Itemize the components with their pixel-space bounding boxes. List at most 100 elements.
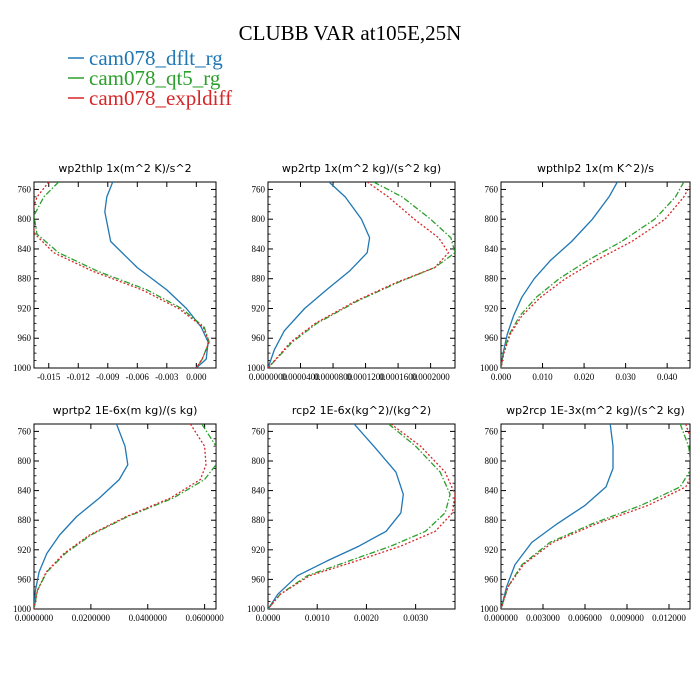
x-tick-label: 0.000 — [491, 372, 512, 382]
y-tick-label: 920 — [485, 545, 499, 555]
y-tick-label: 920 — [252, 545, 266, 555]
panel-4: wprtp2 1E-6x(m kg)/(s kg) 760 800 840 880 920… — [13, 404, 224, 623]
y-tick-label: 880 — [18, 515, 32, 525]
y-tick-label: 880 — [485, 515, 499, 525]
y-tick-label: 1000 — [247, 604, 266, 614]
panel-3: wpthlp2 1x(m K^2)/s 760 800 840 880 920 960 100… — [480, 162, 691, 382]
x-tick-label: 0.003000 — [526, 613, 560, 623]
panel-title: rcp2 1E-6x(kg^2)/(kg^2) — [292, 404, 431, 417]
legend-item-expldiff: cam078_expldiff — [68, 86, 232, 110]
x-tick-label: 0.0000000 — [249, 372, 288, 382]
x-tick-label: -0.012 — [67, 372, 90, 382]
x-tick-label: 0.0000800 — [314, 372, 353, 382]
legend-label-dflt: cam078_dflt_rg — [89, 46, 223, 70]
plot-frame — [33, 181, 217, 369]
y-tick-label: 760 — [18, 184, 32, 194]
series-line-cam078-expldiff — [268, 424, 455, 609]
y-tick-label: 840 — [252, 244, 266, 254]
x-tick-label: 0.010 — [532, 372, 553, 382]
y-tick-label: 760 — [485, 426, 499, 436]
x-tick-label: 0.0002000 — [411, 372, 450, 382]
legend-item-dflt: cam078_dflt_rg — [68, 46, 223, 70]
series-line-cam078-dflt-rg — [501, 182, 618, 368]
plot-frame — [267, 181, 456, 369]
y-tick-label: 880 — [252, 515, 266, 525]
x-tick-label: -0.009 — [96, 372, 120, 382]
y-tick-label: 760 — [485, 184, 499, 194]
panel-title: wp2rcp 1E-3x(m^2 kg)/(s^2 kg) — [506, 404, 685, 417]
series-line-cam078-dflt-rg — [104, 182, 209, 368]
x-tick-label: 0.009000 — [610, 613, 644, 623]
y-tick-label: 1000 — [13, 604, 32, 614]
series-line-cam078-qt5-rg — [501, 424, 690, 609]
y-tick-label: 800 — [485, 214, 499, 224]
y-tick-label: 960 — [485, 574, 499, 584]
x-tick-label: -0.015 — [37, 372, 61, 382]
y-tick-label: 760 — [252, 184, 266, 194]
x-tick-label: 0.0020 — [354, 613, 379, 623]
y-tick-label: 840 — [18, 486, 32, 496]
y-tick-label: 840 — [252, 486, 266, 496]
panel-title: wpthlp2 1x(m K^2)/s — [537, 162, 654, 175]
x-tick-label: 0.012000 — [652, 613, 686, 623]
x-tick-label: 0.0600000 — [186, 613, 225, 623]
x-tick-label: 0.040 — [657, 372, 678, 382]
y-tick-label: 960 — [18, 333, 32, 343]
series-line-cam078-dflt-rg — [268, 182, 371, 368]
y-tick-label: 800 — [485, 456, 499, 466]
y-tick-label: 800 — [252, 456, 266, 466]
figure-title: CLUBB VAR at105E,25N — [239, 21, 462, 45]
y-tick-label: 760 — [18, 426, 32, 436]
y-tick-label: 960 — [252, 333, 266, 343]
y-tick-label: 880 — [252, 274, 266, 284]
series-line-cam078-expldiff — [501, 424, 690, 609]
y-tick-label: 1000 — [13, 363, 32, 373]
y-tick-label: 960 — [485, 333, 499, 343]
panel-5: rcp2 1E-6x(kg^2)/(kg^2) 760 800 840 880 920 96… — [247, 404, 456, 623]
y-tick-label: 1000 — [480, 604, 499, 614]
y-tick-label: 1000 — [480, 363, 499, 373]
plot-frame — [267, 423, 456, 610]
x-tick-label: 0.0400000 — [129, 613, 168, 623]
y-tick-label: 920 — [252, 303, 266, 313]
y-tick-label: 800 — [18, 456, 32, 466]
y-tick-label: 840 — [485, 486, 499, 496]
x-tick-label: 0.0010 — [305, 613, 330, 623]
x-tick-label: 0.0030 — [403, 613, 428, 623]
series-line-cam078-dflt-rg — [34, 424, 129, 609]
series-line-cam078-expldiff — [268, 182, 450, 368]
y-tick-label: 800 — [252, 214, 266, 224]
y-tick-label: 920 — [18, 545, 32, 555]
series-line-cam078-expldiff — [34, 424, 207, 609]
legend-label-expldiff: cam078_expldiff — [89, 86, 232, 110]
y-tick-label: 1000 — [247, 363, 266, 373]
series-line-cam078-expldiff — [501, 184, 690, 368]
series-line-cam078-qt5-rg — [501, 182, 685, 368]
x-tick-label: 0.0001600 — [379, 372, 418, 382]
series-group — [34, 424, 216, 609]
y-tick-label: 800 — [18, 214, 32, 224]
x-tick-label: 0.030 — [615, 372, 636, 382]
plot-frame — [33, 423, 217, 610]
x-tick-label: 0.0200000 — [72, 613, 111, 623]
x-tick-label: 0.0000400 — [281, 372, 320, 382]
series-group — [34, 182, 210, 368]
y-tick-label: 960 — [18, 574, 32, 584]
y-tick-label: 960 — [252, 574, 266, 584]
series-line-cam078-qt5-rg — [268, 182, 455, 368]
y-tick-label: 840 — [485, 244, 499, 254]
panels-container: wp2thlp 1x(m^2 K)/s^2 760 800 840 880 920 960 1… — [13, 162, 691, 623]
x-tick-label: 0.000000 — [484, 613, 518, 623]
panel-title: wprtp2 1E-6x(m kg)/(s kg) — [53, 404, 198, 417]
series-group — [501, 424, 690, 609]
y-tick-label: 880 — [485, 274, 499, 284]
panel-1: wp2thlp 1x(m^2 K)/s^2 760 800 840 880 920 960 1… — [13, 162, 217, 382]
x-tick-label: -0.003 — [155, 372, 179, 382]
panel-title: wp2rtp 1x(m^2 kg)/(s^2 kg) — [282, 162, 441, 175]
legend: cam078_dflt_rg cam078_qt5_rg cam078_expl… — [68, 46, 232, 110]
series-line-cam078-qt5-rg — [268, 424, 451, 609]
x-tick-label: 0.020 — [574, 372, 595, 382]
plot-frame — [500, 181, 691, 369]
series-line-cam078-dflt-rg — [501, 424, 614, 609]
